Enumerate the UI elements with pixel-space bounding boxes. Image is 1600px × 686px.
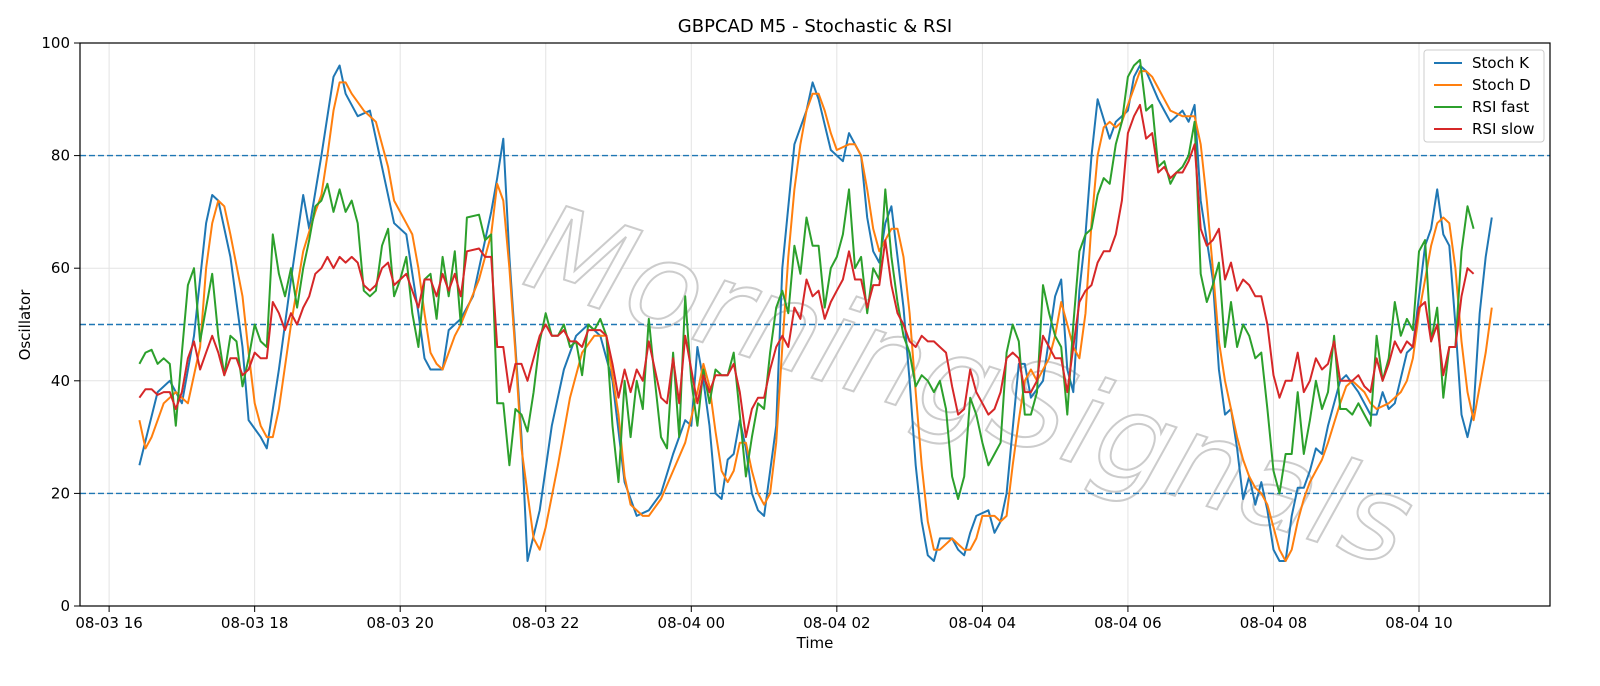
chart-title: GBPCAD M5 - Stochastic & RSI [678, 16, 952, 37]
y-tick-label: 40 [51, 372, 70, 390]
legend-label: RSI fast [1472, 98, 1529, 116]
x-tick-label: 08-03 22 [512, 614, 579, 632]
x-tick-label: 08-04 04 [949, 614, 1016, 632]
legend-label: RSI slow [1472, 120, 1535, 138]
legend-box [1423, 49, 1545, 143]
series-line-stoch-k [138, 64, 1493, 562]
x-tick-label: 08-03 16 [75, 614, 142, 632]
y-axis-ticks: 0 20 40 60 80 100 [41, 34, 80, 615]
x-tick-label: 08-04 08 [1240, 614, 1307, 632]
series-line-rsi-fast [138, 58, 1475, 500]
legend-label: Stoch D [1472, 76, 1531, 94]
y-tick-label: 60 [51, 259, 70, 277]
series-lines [138, 58, 1493, 562]
y-tick-label: 100 [41, 34, 70, 52]
y-tick-label: 0 [60, 597, 70, 615]
legend-label: Stoch K [1472, 54, 1530, 72]
x-tick-label: 08-04 00 [658, 614, 725, 632]
x-tick-label: 08-03 20 [366, 614, 433, 632]
y-tick-label: 20 [51, 484, 70, 502]
x-tick-label: 08-04 06 [1094, 614, 1161, 632]
y-tick-label: 80 [51, 147, 70, 165]
x-tick-label: 08-04 02 [803, 614, 870, 632]
series-line-rsi-slow [138, 103, 1475, 439]
x-tick-label: 08-04 10 [1385, 614, 1452, 632]
series-line-stoch-d [138, 70, 1493, 562]
x-tick-label: 08-03 18 [221, 614, 288, 632]
x-axis-label: Time [796, 634, 834, 652]
x-axis-ticks: 08-03 16 08-03 18 08-03 20 08-03 22 08-04 00… [75, 606, 1453, 632]
legend: Stoch K Stoch D RSI fast RSI slow [1423, 49, 1545, 143]
y-axis-label: Oscillator [16, 289, 34, 361]
plot-frame [79, 42, 1551, 607]
